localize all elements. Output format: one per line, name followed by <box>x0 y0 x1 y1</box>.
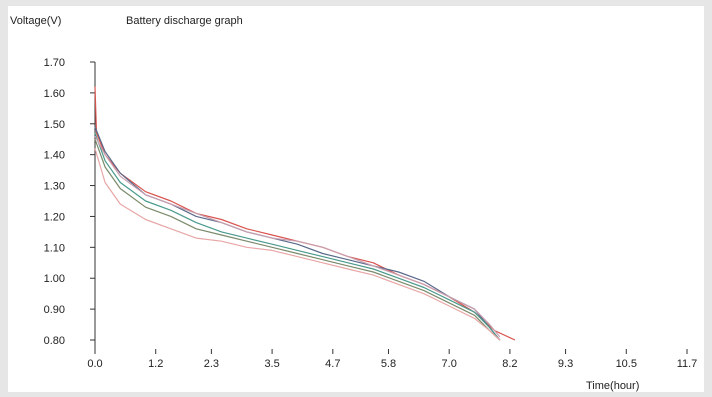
series-line-5 <box>94 135 501 338</box>
y-tick-label: 1.60 <box>44 88 65 100</box>
x-tick-label: 5.8 <box>381 358 396 370</box>
x-tick-label: 2.3 <box>204 358 219 370</box>
x-tick-label: 7.0 <box>442 358 457 370</box>
chart-title: Battery discharge graph <box>126 15 243 27</box>
series-line-3 <box>94 132 501 341</box>
x-tick-label: 10.5 <box>616 358 637 370</box>
y-tick-label: 1.10 <box>44 242 65 254</box>
discharge-line-chart: Voltage(V) Battery discharge graph Time(… <box>10 15 698 392</box>
series-line-4 <box>94 138 501 341</box>
x-tick-label: 4.7 <box>325 358 340 370</box>
y-axis-title: Voltage(V) <box>10 15 61 27</box>
x-axis-title: Time(hour) <box>586 380 639 392</box>
x-tick-label: 1.2 <box>148 358 163 370</box>
y-tick-label: 1.40 <box>44 150 65 162</box>
y-tick-label: 1.50 <box>44 119 65 131</box>
x-tick-label: 3.5 <box>264 358 279 370</box>
chart-canvas: Voltage(V) Battery discharge graph Time(… <box>8 6 704 392</box>
x-tick-label: 8.2 <box>502 358 517 370</box>
y-tick-label: 1.70 <box>44 57 65 69</box>
y-tick-label: 0.90 <box>44 304 65 316</box>
series-line-1 <box>94 86 516 341</box>
x-tick-label: 0.0 <box>87 358 102 370</box>
x-tick-label: 11.7 <box>677 358 698 370</box>
axis-ticks: 1.70 1.60 1.50 1.40 1.30 1.20 1.10 1.00 0.90 0.80… <box>44 57 698 370</box>
x-tick-label: 9.3 <box>558 358 573 370</box>
series-line-2 <box>94 126 501 341</box>
y-tick-label: 1.20 <box>44 211 65 223</box>
y-tick-label: 0.80 <box>44 335 65 347</box>
series-line-6 <box>94 148 501 341</box>
series-group <box>94 86 516 341</box>
y-tick-label: 1.30 <box>44 181 65 193</box>
y-tick-label: 1.00 <box>44 273 65 285</box>
